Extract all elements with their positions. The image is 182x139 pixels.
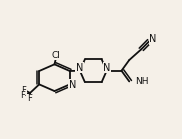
Text: N: N	[69, 80, 76, 90]
Text: F: F	[21, 86, 26, 95]
Text: F: F	[20, 91, 25, 100]
Text: NH: NH	[135, 77, 148, 86]
Text: N: N	[76, 63, 83, 73]
Text: N: N	[149, 34, 157, 44]
Text: F: F	[27, 94, 32, 103]
Text: N: N	[103, 63, 110, 73]
Text: Cl: Cl	[52, 51, 60, 60]
